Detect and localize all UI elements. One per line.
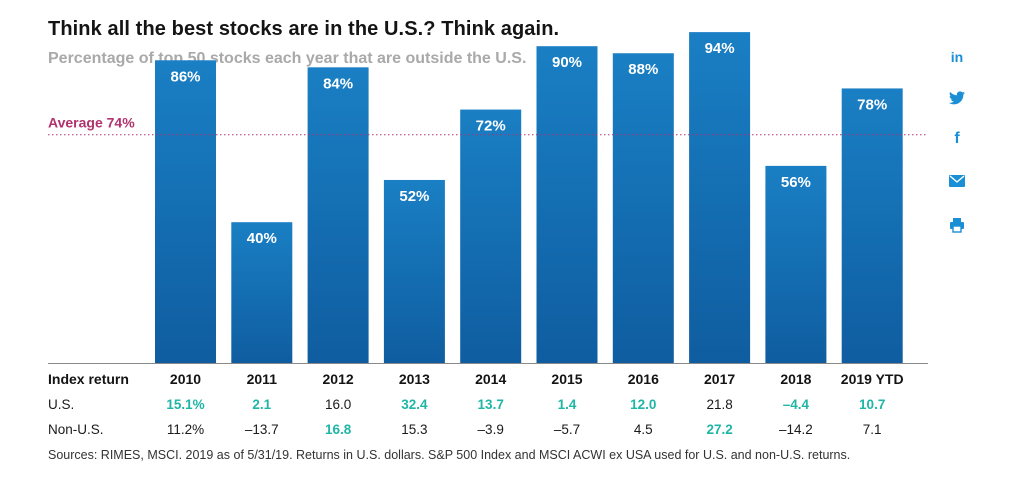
table-cell: 12.0 bbox=[630, 397, 656, 412]
bar-2012 bbox=[307, 67, 369, 363]
bar-2010 bbox=[155, 60, 216, 363]
table-cell: 27.2 bbox=[706, 422, 732, 437]
table-cell: 7.1 bbox=[863, 422, 882, 437]
bar-value-label: 72% bbox=[476, 118, 506, 135]
x-tick-label: 2010 bbox=[170, 371, 201, 387]
bar-2015 bbox=[536, 46, 598, 363]
bar-value-label: 40% bbox=[247, 230, 277, 247]
average-label: Average 74% bbox=[48, 115, 135, 131]
bar-value-label: 90% bbox=[552, 54, 582, 71]
footnote: Sources: RIMES, MSCI. 2019 as of 5/31/19… bbox=[48, 448, 851, 462]
table-cell: –14.2 bbox=[779, 422, 813, 437]
x-tick-label: 2014 bbox=[475, 371, 506, 387]
email-icon[interactable] bbox=[946, 170, 968, 192]
table-row-label: U.S. bbox=[48, 397, 74, 412]
print-icon[interactable] bbox=[946, 214, 968, 236]
x-tick-label: 2011 bbox=[247, 371, 278, 387]
table-cell: 4.5 bbox=[634, 422, 653, 437]
bar-2017 bbox=[689, 32, 751, 364]
bar-2011 bbox=[231, 222, 293, 363]
table-cell: 16.8 bbox=[325, 422, 352, 437]
bar-value-label: 86% bbox=[170, 68, 200, 85]
table-cell: 2.1 bbox=[252, 397, 271, 412]
print-glyph bbox=[950, 218, 964, 233]
bar-value-label: 78% bbox=[857, 96, 887, 113]
x-tick-label: 2018 bbox=[780, 371, 811, 387]
table-cell: 11.2% bbox=[167, 422, 204, 437]
x-tick-label: 2017 bbox=[704, 371, 735, 387]
table-cell: –3.9 bbox=[478, 422, 504, 437]
table-header-label: Index return bbox=[48, 371, 129, 387]
table-cell: 32.4 bbox=[401, 397, 428, 412]
x-tick-label: 2012 bbox=[323, 371, 354, 387]
table-cell: 16.0 bbox=[325, 397, 351, 412]
twitter-icon[interactable] bbox=[946, 87, 968, 109]
bar-value-label: 52% bbox=[399, 188, 429, 205]
table-cell: 21.8 bbox=[706, 397, 732, 412]
table-cell: –5.7 bbox=[554, 422, 580, 437]
table-cell: 10.7 bbox=[859, 397, 885, 412]
twitter-glyph bbox=[949, 91, 965, 105]
table-cell: 1.4 bbox=[558, 397, 577, 412]
table-cell: –4.4 bbox=[783, 397, 810, 412]
facebook-icon[interactable]: f bbox=[946, 128, 968, 150]
bar-value-label: 88% bbox=[628, 61, 658, 78]
table-cell: 15.1% bbox=[166, 397, 204, 412]
bar-2014 bbox=[460, 109, 522, 363]
table-cell: –13.7 bbox=[245, 422, 279, 437]
bar-value-label: 94% bbox=[705, 40, 735, 57]
x-tick-label: 2016 bbox=[628, 371, 659, 387]
table-cell: 13.7 bbox=[478, 397, 504, 412]
bar-value-label: 56% bbox=[781, 174, 811, 191]
facebook-label: f bbox=[954, 130, 960, 147]
table-row-label: Non-U.S. bbox=[48, 422, 104, 437]
linkedin-icon[interactable]: in bbox=[946, 46, 968, 68]
x-tick-label: 2013 bbox=[399, 371, 430, 387]
bar-2019-ytd bbox=[841, 88, 903, 363]
bar-chart: 86% 40% 84% 52% 72% 90% 88% 94% 56% 78% Average 7… bbox=[48, 32, 928, 437]
bar-2018 bbox=[765, 165, 827, 363]
linkedin-label: in bbox=[950, 49, 964, 65]
table-cell: 15.3 bbox=[401, 422, 427, 437]
x-tick-label: 2015 bbox=[551, 371, 582, 387]
x-tick-label: 2019 YTD bbox=[841, 371, 904, 387]
bar-2013 bbox=[383, 179, 445, 363]
bar-value-label: 84% bbox=[323, 75, 353, 92]
bar-2016 bbox=[612, 53, 674, 364]
chart-title: Think all the best stocks are in the U.S… bbox=[48, 18, 560, 40]
email-glyph bbox=[949, 175, 965, 187]
